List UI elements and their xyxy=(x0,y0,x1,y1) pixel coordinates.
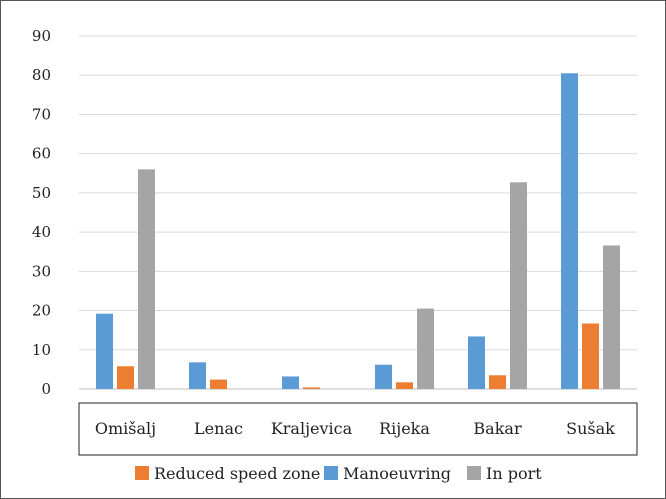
y-tick-label: 80 xyxy=(32,66,51,84)
category-label: Rijeka xyxy=(379,419,430,438)
category-label: Bakar xyxy=(473,419,522,438)
legend-swatch xyxy=(324,466,338,480)
y-tick-label: 50 xyxy=(32,184,51,202)
legend-label: Manoeuvring xyxy=(343,464,451,483)
bar-in-port xyxy=(138,169,155,389)
category-labels: Omišalj Lenac Kraljevica Rijeka Bakar Sušak xyxy=(95,419,615,438)
legend: Reduced speed zone Manoeuvring In port xyxy=(135,464,542,483)
category-axis-box xyxy=(78,402,638,456)
y-tick-label: 60 xyxy=(32,145,51,163)
gridlines xyxy=(79,35,637,390)
bar-manoeuvring xyxy=(561,73,578,389)
y-axis-ticks: 0 10 20 30 40 50 60 70 80 90 xyxy=(32,27,51,398)
bar-reduced-speed-zone xyxy=(303,387,320,389)
category-label: Sušak xyxy=(566,419,615,438)
y-tick-label: 20 xyxy=(32,302,51,320)
bar-manoeuvring xyxy=(189,362,206,389)
bar-reduced-speed-zone xyxy=(489,375,506,389)
bar-reduced-speed-zone xyxy=(396,382,413,389)
bar-manoeuvring xyxy=(375,364,392,389)
bar-manoeuvring xyxy=(468,336,485,389)
y-tick-label: 40 xyxy=(32,223,51,241)
y-tick-label: 30 xyxy=(32,262,51,280)
bar-manoeuvring xyxy=(96,313,113,389)
bar-in-port xyxy=(417,308,434,389)
bar-reduced-speed-zone xyxy=(210,379,227,389)
legend-swatch xyxy=(467,466,481,480)
legend-swatch xyxy=(135,466,149,480)
bars xyxy=(96,73,620,389)
bar-in-port xyxy=(603,245,620,389)
bar-reduced-speed-zone xyxy=(117,366,134,389)
bar-reduced-speed-zone xyxy=(582,323,599,389)
y-tick-label: 0 xyxy=(41,380,51,398)
category-label: Kraljevica xyxy=(271,419,353,438)
bar-in-port xyxy=(510,182,527,389)
legend-label: In port xyxy=(486,464,542,483)
legend-label: Reduced speed zone xyxy=(154,464,320,483)
y-tick-label: 10 xyxy=(32,341,51,359)
category-label: Omišalj xyxy=(95,419,156,438)
bar-manoeuvring xyxy=(282,376,299,389)
y-tick-label: 70 xyxy=(32,105,51,123)
y-tick-label: 90 xyxy=(32,27,51,45)
category-label: Lenac xyxy=(194,419,243,438)
